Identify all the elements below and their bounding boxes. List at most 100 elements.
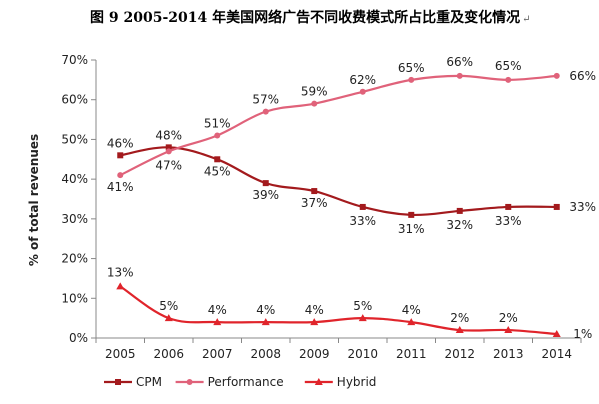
- data-point-hybrid: [455, 326, 464, 334]
- data-point-hybrid: [164, 314, 173, 322]
- series-performance: [117, 72, 560, 179]
- x-tick-label: 2014: [541, 347, 572, 361]
- x-tick-label: 2010: [347, 347, 378, 361]
- data-point-performance: [117, 172, 124, 179]
- data-label-cpm: 37%: [301, 196, 328, 210]
- data-point-cpm: [456, 207, 463, 214]
- data-label-cpm: 31%: [398, 222, 425, 236]
- data-labels: 46% 48% 45% 39% 37% 33% 31% 32% 33% 33% 41% 47% 51% 5…: [107, 55, 596, 341]
- x-tick-label: 2006: [153, 347, 184, 361]
- x-tick-label: 2013: [493, 347, 524, 361]
- data-point-performance: [505, 76, 512, 83]
- y-axis-label: % of total revenues: [27, 134, 41, 266]
- data-label-performance: 41%: [107, 180, 134, 194]
- series-line-cpm: [120, 146, 557, 217]
- legend-marker-cpm: [115, 379, 121, 385]
- x-tick-label: 2012: [444, 347, 475, 361]
- data-label-hybrid: 5%: [159, 299, 178, 313]
- data-label-performance: 47%: [155, 158, 182, 172]
- data-point-hybrid: [504, 326, 513, 334]
- data-point-cpm: [553, 203, 560, 210]
- x-tick-label: 2007: [202, 347, 233, 361]
- x-tick-label: 2005: [105, 347, 136, 361]
- data-point-hybrid: [261, 318, 270, 326]
- series-cpm: [117, 144, 560, 218]
- data-point-cpm: [117, 152, 124, 159]
- data-label-cpm: 33%: [349, 214, 376, 228]
- x-tick-label: 2011: [396, 347, 427, 361]
- data-point-performance: [214, 132, 221, 139]
- data-label-hybrid: 13%: [107, 265, 134, 279]
- data-label-cpm: 39%: [252, 188, 279, 202]
- data-label-cpm: 46%: [107, 136, 134, 150]
- data-label-performance: 59%: [301, 85, 328, 99]
- data-point-cpm: [311, 188, 318, 195]
- data-point-hybrid: [213, 318, 222, 326]
- data-label-hybrid: 4%: [208, 303, 227, 317]
- chart-title-mark: ↵: [522, 14, 530, 25]
- data-point-performance: [553, 72, 560, 79]
- data-point-hybrid: [552, 330, 561, 338]
- data-point-cpm: [359, 203, 366, 210]
- data-point-performance: [408, 76, 415, 83]
- data-point-cpm: [408, 211, 415, 218]
- data-label-hybrid: 4%: [402, 303, 421, 317]
- series-layer: [116, 72, 561, 338]
- legend-item-hybrid: Hybrid: [304, 375, 376, 389]
- data-label-cpm: 33%: [495, 214, 522, 228]
- data-point-performance: [262, 108, 269, 115]
- y-tick-label: 60%: [61, 93, 88, 107]
- data-point-hybrid: [407, 318, 416, 326]
- data-label-performance: 51%: [204, 116, 231, 130]
- chart-title-text: 图 9 2005-2014 年美国网络广告不同收费模式所占比重及变化情况: [90, 9, 520, 26]
- x-tick-label: 2008: [250, 347, 281, 361]
- data-label-hybrid: 5%: [353, 299, 372, 313]
- y-tick-label: 20%: [61, 252, 88, 266]
- y-tick-label: 50%: [61, 132, 88, 146]
- chart-title: 图 9 2005-2014 年美国网络广告不同收费模式所占比重及变化情况 ↵: [90, 9, 531, 26]
- y-tick-label: 70%: [61, 53, 88, 67]
- data-label-cpm: 33%: [569, 200, 596, 214]
- y-tick-label: 30%: [61, 212, 88, 226]
- data-label-performance: 66%: [569, 69, 596, 83]
- data-label-performance: 65%: [398, 61, 425, 75]
- data-point-performance: [456, 72, 463, 79]
- y-tick-label: 0%: [69, 331, 88, 345]
- data-label-cpm: 45%: [204, 164, 231, 178]
- data-label-hybrid: 4%: [305, 303, 324, 317]
- data-point-performance: [359, 88, 366, 95]
- y-tick-label: 10%: [61, 291, 88, 305]
- data-label-hybrid: 1%: [573, 327, 592, 341]
- data-point-performance: [311, 100, 318, 107]
- series-line-hybrid: [119, 285, 557, 336]
- y-tick-label: 40%: [61, 172, 88, 186]
- data-label-cpm: 48%: [155, 128, 182, 142]
- data-point-cpm: [505, 203, 512, 210]
- legend-marker-performance: [186, 379, 193, 385]
- series-hybrid: [116, 282, 561, 338]
- data-point-cpm: [165, 144, 172, 151]
- data-point-hybrid: [358, 314, 367, 322]
- legend-item-performance: Performance: [175, 375, 284, 389]
- legend-item-cpm: CPM: [104, 375, 162, 389]
- data-point-cpm: [214, 156, 221, 163]
- data-label-performance: 62%: [349, 73, 376, 87]
- data-label-hybrid: 2%: [499, 311, 518, 325]
- data-label-hybrid: 4%: [256, 303, 275, 317]
- data-point-hybrid: [116, 282, 125, 290]
- data-point-hybrid: [310, 318, 319, 326]
- legend-label-performance: Performance: [208, 375, 284, 389]
- data-label-performance: 65%: [495, 59, 522, 73]
- legend-label-cpm: CPM: [136, 375, 162, 389]
- x-tick-label: 2009: [299, 347, 330, 361]
- legend: CPM Performance Hybrid: [104, 375, 376, 389]
- data-label-performance: 66%: [446, 55, 473, 69]
- data-label-cpm: 32%: [446, 218, 473, 232]
- series-line-performance: [119, 74, 557, 177]
- legend-marker-hybrid: [314, 378, 323, 385]
- data-label-performance: 57%: [252, 93, 279, 107]
- data-label-hybrid: 2%: [450, 311, 469, 325]
- axes: 0% 10% 20% 30% 40% 50% 60% 70% 2005 2006 2007 2008 2…: [61, 53, 582, 361]
- data-point-performance: [165, 148, 172, 155]
